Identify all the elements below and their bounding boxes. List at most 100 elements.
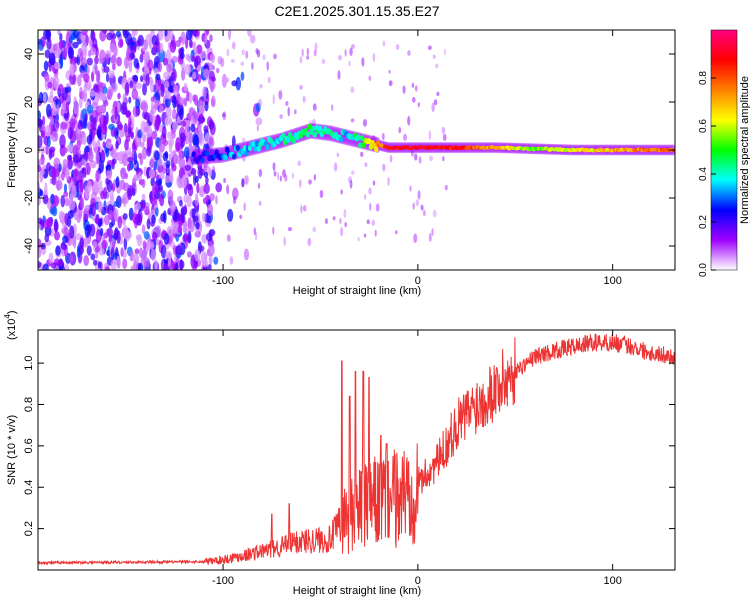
- colorbar-tick-label: 0.8: [698, 71, 709, 85]
- spectrogram-noise-blob: [45, 103, 52, 118]
- spectrogram-noise-blob: [112, 33, 117, 40]
- spectrogram-ridge-point: [281, 132, 286, 139]
- spectrogram-noise-blob: [166, 48, 172, 62]
- spectrogram-noise-blob: [169, 39, 177, 53]
- spectrogram-noise-blob: [135, 82, 143, 90]
- spectrogram-ridge-point: [223, 154, 228, 161]
- spectrogram-noise-blob: [62, 46, 68, 58]
- spectrogram-noise-blob: [155, 78, 162, 92]
- spectrogram-ridge-point: [265, 143, 270, 150]
- snr-xlabel: Height of straight line (km): [293, 585, 421, 597]
- spectrogram-noise-blob: [141, 224, 146, 235]
- spectrogram-noise-blob: [55, 245, 61, 256]
- spectrogram-noise-blob: [241, 137, 246, 144]
- spectrogram-noise-blob: [183, 146, 190, 159]
- spectrogram-noise-blob: [51, 168, 57, 178]
- spectrogram-noise-blob: [159, 42, 164, 54]
- spectrogram-noise-blob: [90, 253, 96, 261]
- spectrogram-noise-blob: [332, 216, 336, 221]
- spectrogram-noise-blob: [181, 174, 187, 189]
- spectrogram-noise-blob: [129, 80, 133, 89]
- spectrogram-ridge-point: [373, 146, 379, 153]
- spectrogram-noise-blob: [194, 175, 199, 184]
- spectrogram-noise-blob: [262, 54, 266, 61]
- spectrogram-noise-blob: [108, 235, 112, 242]
- spectrogram-noise-blob: [123, 122, 128, 133]
- spectrogram-noise-blob: [98, 105, 106, 113]
- spectrogram-noise-blob: [46, 162, 51, 172]
- spectrogram-noise-blob: [122, 30, 129, 39]
- spectrogram-noise-blob: [201, 233, 208, 244]
- spectrogram-noise-blob: [40, 130, 45, 138]
- spectrogram-noise-blob: [155, 118, 160, 131]
- spectrogram-noise-blob: [389, 154, 393, 163]
- spectrogram-noise-blob: [79, 196, 85, 211]
- spectrogram-noise-blob: [96, 70, 100, 85]
- spectrogram-noise-blob: [136, 234, 143, 247]
- spectrogram-noise-blob: [151, 35, 159, 46]
- spectrogram-noise-blob: [208, 167, 212, 178]
- spectrogram-noise-blob: [186, 195, 192, 208]
- spectrogram-noise-blob: [221, 73, 228, 88]
- spectrogram-noise-blob: [162, 152, 169, 162]
- spectrogram-noise-blob: [196, 182, 200, 194]
- spectrogram-noise-blob: [139, 141, 145, 148]
- spectrogram-noise-blob: [38, 164, 42, 173]
- snr-ticks: -100 0 100 0.2 0.4 0.6 0.8 1.0: [23, 330, 675, 587]
- spectrogram-noise-blob: [135, 98, 141, 110]
- colorbar-ticks: 0.0 0.2 0.4 0.6 0.8: [698, 71, 716, 277]
- spectrogram-noise-blob: [203, 253, 208, 261]
- spectrogram-noise-blob: [68, 36, 73, 44]
- spectrogram-noise-blob: [47, 95, 55, 104]
- spectrogram-noise-blob: [407, 115, 411, 126]
- spectrogram-noise-blob: [226, 77, 230, 83]
- spectrogram-noise-blob: [258, 168, 263, 178]
- spectrogram-noise-blob: [56, 104, 60, 115]
- spectrogram-noise-blob: [103, 65, 110, 74]
- spectrogram-marks: [38, 30, 675, 270]
- spectrogram-noise-blob: [90, 202, 96, 217]
- spectrogram-noise-blob: [195, 221, 200, 230]
- spectrogram-ridge-point: [244, 150, 249, 157]
- spectrogram-noise-blob: [81, 133, 87, 145]
- spectrogram-noise-blob: [291, 172, 294, 179]
- spectrogram-noise-blob: [54, 62, 61, 70]
- snr-frame: [37, 329, 676, 571]
- spectrogram-noise-blob: [165, 105, 172, 119]
- spectrogram-noise-blob: [387, 176, 390, 186]
- spectrogram-noise-blob: [38, 261, 42, 269]
- spectrogram-noise-blob: [59, 32, 63, 42]
- spectrogram-noise-blob: [162, 57, 169, 66]
- spectrogram-noise-blob: [63, 112, 69, 120]
- spectrogram-noise-blob: [198, 245, 205, 252]
- spectrogram-noise-blob: [241, 49, 246, 56]
- spectrogram-noise-blob: [117, 123, 123, 131]
- snr-ylabel: SNR (10 * v/v): [6, 415, 18, 485]
- spectrogram-noise-blob: [183, 82, 188, 92]
- spectrogram-y-tick-label: 20: [23, 96, 35, 108]
- spectrogram-noise-blob: [412, 96, 416, 103]
- spectrogram-noise-blob: [395, 230, 398, 235]
- spectrogram-noise-blob: [87, 150, 94, 163]
- spectrogram-noise-blob: [285, 101, 289, 106]
- spectrogram-noise-blob: [103, 115, 107, 127]
- spectrogram-noise-blob: [137, 171, 142, 181]
- spectrogram-noise-blob: [153, 67, 159, 76]
- spectrogram-noise-blob: [109, 189, 114, 200]
- spectrogram-noise-blob: [68, 199, 76, 211]
- spectrogram-noise-blob: [330, 104, 334, 111]
- spectrogram-noise-blob: [48, 252, 54, 265]
- spectrogram-noise-blob: [151, 130, 158, 140]
- spectrogram-noise-blob: [179, 132, 187, 143]
- spectrogram-noise-blob: [369, 202, 372, 211]
- spectrogram-noise-blob: [73, 168, 79, 182]
- spectrogram-noise-blob: [146, 146, 152, 157]
- spectrogram-ridge-point: [256, 145, 261, 152]
- spectrogram-noise-blob: [175, 245, 183, 256]
- snr-y-tick-label: 0.8: [23, 397, 35, 412]
- spectrogram-noise-blob: [110, 55, 116, 64]
- spectrogram-noise-blob: [146, 241, 152, 252]
- spectrogram-noise-blob: [154, 207, 159, 217]
- spectrogram-noise-blob: [94, 55, 99, 65]
- spectrogram-noise-blob: [106, 227, 114, 237]
